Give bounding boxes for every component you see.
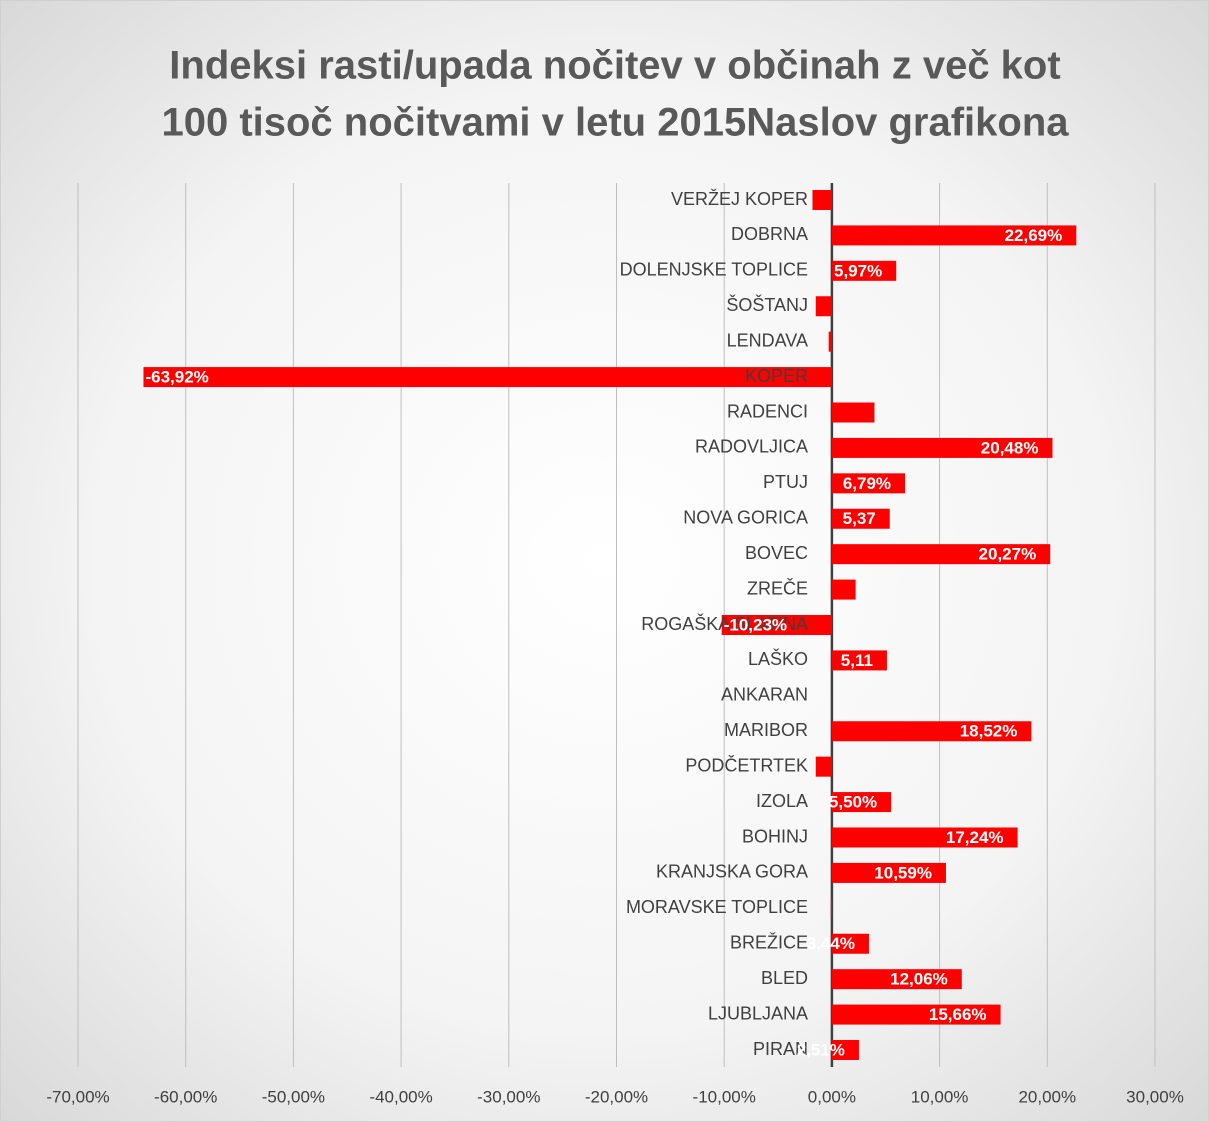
y-tick-label: LAŠKO <box>748 648 808 669</box>
bar <box>831 544 1051 565</box>
y-tick-label: ANKARAN <box>721 685 808 705</box>
y-tick-label: RADOVLJICA <box>695 437 808 457</box>
y-tick-label: VERŽEJ KOPER <box>671 189 808 209</box>
y-tick-label: IZOLA <box>756 791 808 811</box>
data-label: 6,79% <box>843 474 891 493</box>
bar <box>831 721 1032 742</box>
x-tick-label: 30,00% <box>1126 1087 1184 1106</box>
data-label: -10,23% <box>724 615 787 634</box>
y-tick-label: NOVA GORICA <box>683 508 808 528</box>
chart-subtitle: 100 tisoč nočitvami v letu 2015Naslov gr… <box>161 101 1069 145</box>
chart-title: Indeksi rasti/upada nočitev v občinah z … <box>169 44 1060 88</box>
data-label: 15,66% <box>929 1005 987 1024</box>
x-tick-label: 20,00% <box>1018 1087 1076 1106</box>
bar <box>831 473 906 494</box>
x-tick-label: 0,00% <box>808 1087 856 1106</box>
bar <box>831 225 1077 246</box>
y-tick-label: LENDAVA <box>727 330 808 350</box>
bar <box>831 579 856 600</box>
data-label: 20,27% <box>979 545 1037 564</box>
x-tick-label: -20,00% <box>585 1087 648 1106</box>
data-label: 5,97% <box>834 261 882 280</box>
data-label: 3,44% <box>807 934 855 953</box>
y-tick-label: KOPER <box>745 366 808 386</box>
x-tick-label: -30,00% <box>477 1087 540 1106</box>
bar <box>831 792 892 813</box>
bar <box>831 260 897 281</box>
data-label: 5,50% <box>829 793 877 812</box>
data-label: 5,11 <box>841 651 873 670</box>
bar <box>815 756 832 777</box>
data-label: 2,51% <box>797 1040 845 1059</box>
y-tick-label: BLED <box>761 968 808 988</box>
bar <box>831 1004 1001 1025</box>
bar <box>831 827 1018 848</box>
y-tick-label: MORAVSKE TOPLICE <box>626 897 808 917</box>
y-tick-label: BREŽICE <box>730 933 808 953</box>
y-tick-label: BOVEC <box>745 543 808 563</box>
y-tick-label: KRANJSKA GORA <box>656 862 808 882</box>
bar <box>830 898 832 919</box>
x-tick-label: -50,00% <box>262 1087 325 1106</box>
data-label: 18,52% <box>960 722 1018 741</box>
y-tick-label: LJUBLJANA <box>708 1003 808 1023</box>
bar <box>831 969 962 990</box>
bar <box>831 508 890 529</box>
x-tick-label: -40,00% <box>369 1087 432 1106</box>
y-tick-label: DOBRNA <box>731 224 808 244</box>
bar <box>831 1040 859 1060</box>
bar <box>831 862 946 883</box>
x-tick-label: 10,00% <box>911 1087 969 1106</box>
bar <box>831 650 887 671</box>
bar <box>828 331 832 352</box>
data-label: 17,24% <box>946 828 1004 847</box>
y-tick-label: ŠOŠTANJ <box>726 294 808 315</box>
bar <box>831 402 875 423</box>
data-label: 5,37 <box>843 509 876 528</box>
data-label: 20,48% <box>981 438 1039 457</box>
y-tick-label: PODČETRTEK <box>685 754 808 775</box>
bar <box>815 296 832 317</box>
y-tick-label: BOHINJ <box>742 826 808 846</box>
x-tick-label: -60,00% <box>154 1087 217 1106</box>
bar <box>812 190 832 210</box>
y-tick-label: MARIBOR <box>724 720 808 740</box>
y-tick-label: ROGAŠKA SLATINA <box>641 613 808 634</box>
data-label: 22,69% <box>1005 226 1063 245</box>
y-tick-label: ZREČE <box>747 577 808 598</box>
bar <box>143 367 832 388</box>
y-tick-label: DOLENJSKE TOPLICE <box>620 260 808 280</box>
x-tick-label: -70,00% <box>46 1087 109 1106</box>
data-label: 10,59% <box>874 863 932 882</box>
bar <box>831 933 869 954</box>
y-tick-label: PIRAN <box>753 1039 808 1059</box>
data-label: -63,92% <box>145 368 208 387</box>
y-tick-label: RADENCI <box>727 401 808 421</box>
data-label: 12,06% <box>890 970 948 989</box>
x-tick-label: -10,00% <box>693 1087 756 1106</box>
bar <box>721 615 832 635</box>
bar <box>831 437 1053 458</box>
y-tick-label: PTUJ <box>763 472 808 492</box>
